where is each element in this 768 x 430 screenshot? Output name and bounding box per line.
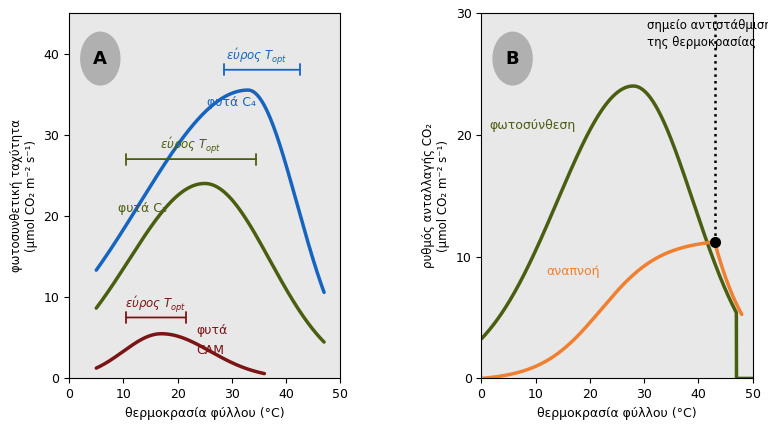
Text: $\varepsilon\acute{\upsilon}\rho o\varsigma\ T_{opt}$: $\varepsilon\acute{\upsilon}\rho o\varsi…	[125, 294, 187, 314]
Y-axis label: ρυθμός ανταλλαγής CO₂
(μmol CO₂ m⁻² s⁻¹): ρυθμός ανταλλαγής CO₂ (μmol CO₂ m⁻² s⁻¹)	[422, 123, 450, 268]
Text: B: B	[506, 49, 519, 68]
Text: αναπνοή: αναπνοή	[547, 265, 600, 278]
Text: φωτοσύνθεση: φωτοσύνθεση	[489, 119, 576, 132]
Text: φυτά: φυτά	[197, 324, 228, 337]
X-axis label: θερμοκρασία φύλλου (°C): θερμοκρασία φύλλου (°C)	[537, 407, 697, 420]
Text: CAM: CAM	[197, 344, 224, 357]
Text: φυτά C₄: φυτά C₄	[207, 96, 257, 109]
Text: σημείο αντιστάθμισης
της θερμοκρασίας: σημείο αντιστάθμισης της θερμοκρασίας	[647, 19, 768, 49]
Text: $\varepsilon\acute{\upsilon}\rho o\varsigma\ T_{opt}$: $\varepsilon\acute{\upsilon}\rho o\varsi…	[161, 135, 222, 156]
X-axis label: θερμοκρασία φύλλου (°C): θερμοκρασία φύλλου (°C)	[125, 407, 285, 420]
Text: A: A	[94, 49, 108, 68]
Circle shape	[81, 32, 120, 85]
Circle shape	[493, 32, 532, 85]
Text: φυτά C₃: φυτά C₃	[118, 202, 167, 215]
Y-axis label: φωτοσυνθετική ταχύτητα
(μmol CO₂ m⁻² s⁻¹): φωτοσυνθετική ταχύτητα (μmol CO₂ m⁻² s⁻¹…	[10, 119, 38, 272]
Text: $\varepsilon\acute{\upsilon}\rho o\varsigma\ T_{opt}$: $\varepsilon\acute{\upsilon}\rho o\varsi…	[226, 46, 287, 66]
